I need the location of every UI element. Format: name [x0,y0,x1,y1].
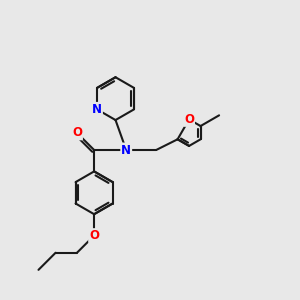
Text: O: O [72,126,82,140]
Text: O: O [89,229,99,242]
Text: N: N [92,103,102,116]
Text: N: N [121,143,131,157]
Text: O: O [184,113,194,126]
